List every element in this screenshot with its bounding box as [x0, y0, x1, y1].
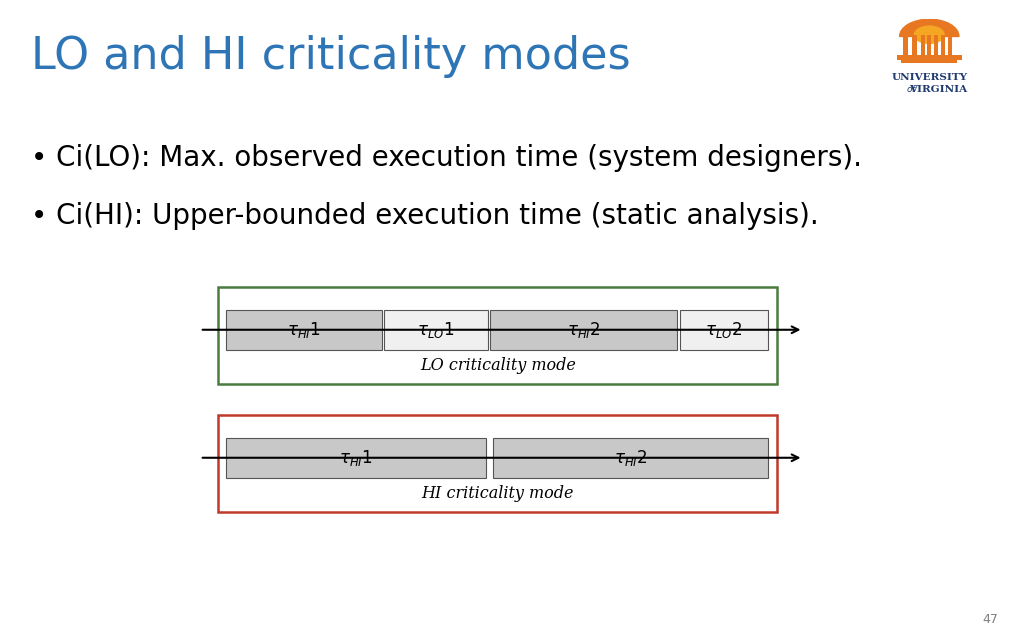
Text: LO criticality mode: LO criticality mode [420, 357, 575, 374]
Text: $\tau_{HI}1$: $\tau_{HI}1$ [339, 448, 373, 468]
Text: • Ci(LO): Max. observed execution time (system designers).: • Ci(LO): Max. observed execution time (… [31, 144, 862, 172]
Bar [934, 35, 938, 57]
Text: $\mathit{of}$: $\mathit{of}$ [905, 83, 918, 94]
Circle shape [914, 26, 944, 44]
Bar [218, 287, 777, 383]
Bar [901, 59, 957, 63]
Text: 47: 47 [982, 613, 998, 626]
Text: $\tau_{HI}2$: $\tau_{HI}2$ [613, 448, 647, 468]
Bar [384, 310, 488, 350]
Text: $\tau_{HI}1$: $\tau_{HI}1$ [287, 320, 321, 340]
Text: HI criticality mode: HI criticality mode [422, 485, 574, 502]
Text: UNIVERSITY: UNIVERSITY [891, 74, 968, 83]
Bar [921, 35, 925, 57]
Text: VIRGINIA: VIRGINIA [909, 84, 968, 93]
Bar [941, 35, 945, 57]
Bar [225, 310, 382, 350]
Bar [927, 35, 932, 57]
Bar [225, 438, 486, 478]
Bar [897, 54, 962, 60]
Text: • Ci(HI): Upper-bounded execution time (static analysis).: • Ci(HI): Upper-bounded execution time (… [31, 202, 818, 230]
Bar [680, 310, 768, 350]
Text: $\tau_{LO}2$: $\tau_{LO}2$ [706, 320, 742, 340]
Bar [912, 35, 916, 57]
Wedge shape [899, 19, 958, 36]
Text: $\tau_{LO}1$: $\tau_{LO}1$ [418, 320, 455, 340]
Bar [218, 415, 777, 511]
Bar [948, 35, 952, 57]
Text: $\tau_{HI}2$: $\tau_{HI}2$ [567, 320, 601, 340]
Bar [490, 310, 678, 350]
Bar [903, 35, 907, 57]
Text: LO and HI criticality modes: LO and HI criticality modes [31, 35, 631, 78]
Bar [494, 438, 768, 478]
